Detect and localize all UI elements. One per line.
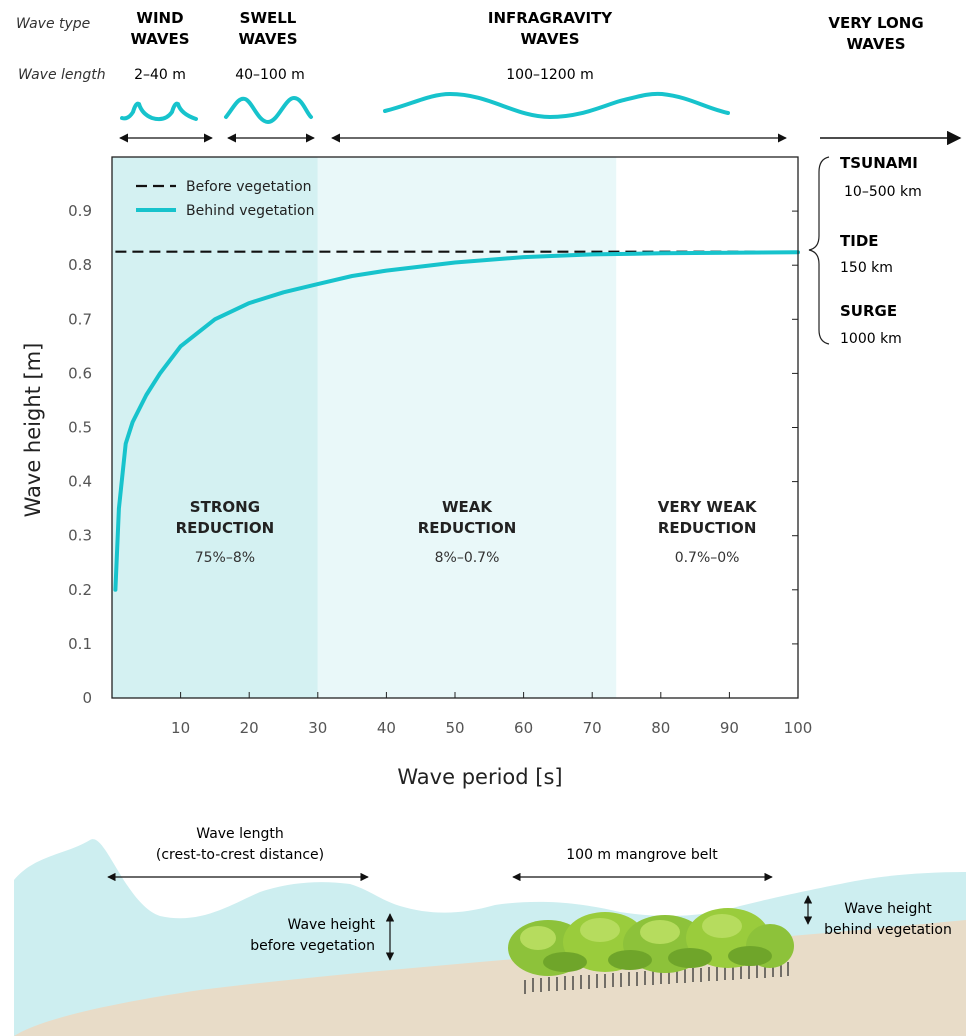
zone-label-2-line1: VERY WEAK xyxy=(658,498,758,516)
tsunami-length: 10–500 km xyxy=(844,184,922,200)
series-line-1 xyxy=(113,250,800,592)
wind-waves-title-1: WIND xyxy=(136,9,183,27)
wave-type-row-label: Wave type xyxy=(16,16,90,32)
chart-series xyxy=(113,250,800,592)
zone-band-0 xyxy=(112,157,318,698)
height-before-label-1: Wave height xyxy=(288,917,376,933)
y-axis-label: Wave height [m] xyxy=(21,343,45,518)
y-tick-label-8: 0.8 xyxy=(68,256,92,274)
wind-waves-title-2: WAVES xyxy=(130,30,189,48)
x-tick-label-8: 90 xyxy=(720,719,739,737)
infragravity-waves-title-2: WAVES xyxy=(520,30,579,48)
height-before-label-2: before vegetation xyxy=(250,938,375,954)
wave-length-label-2: (crest-to-crest distance) xyxy=(156,847,324,863)
x-tick-label-9: 100 xyxy=(784,719,813,737)
y-tick-label-3: 0.3 xyxy=(68,527,92,545)
surge-length: 1000 km xyxy=(840,331,902,347)
zone-band-1 xyxy=(317,157,617,698)
legend-label-0: Before vegetation xyxy=(186,179,312,195)
wave-length-row-label: Wave length xyxy=(18,67,106,83)
wave-length-label-1: Wave length xyxy=(196,826,284,842)
tide-length: 150 km xyxy=(840,260,893,276)
x-tick-label-5: 60 xyxy=(514,719,533,737)
very-long-waves-title-2: WAVES xyxy=(846,35,905,53)
infragravity-waves-length: 100–1200 m xyxy=(506,67,593,83)
zone-label-2-line2: REDUCTION xyxy=(658,519,757,537)
zone-label-1-line1: WEAK xyxy=(442,498,493,516)
swell-waves-length: 40–100 m xyxy=(235,67,305,83)
mangrove-canopy xyxy=(508,908,794,976)
surge-label: SURGE xyxy=(840,302,897,320)
infragravity-waves-title-1: INFRAGRAVITY xyxy=(488,9,613,27)
reduction-zones xyxy=(112,157,617,698)
swell-waves-title-2: WAVES xyxy=(238,30,297,48)
x-tick-label-0: 10 xyxy=(171,719,190,737)
wave-type-header: Wave type Wave length WIND WAVES 2–40 m … xyxy=(16,9,962,146)
x-tick-label-4: 50 xyxy=(445,719,464,737)
height-behind-label-2: behind vegetation xyxy=(824,922,952,938)
long-waves-list: TSUNAMI 10–500 km TIDE 150 km SURGE 1000… xyxy=(808,154,922,347)
y-tick-label-9: 0.9 xyxy=(68,202,92,220)
chart-legend: Before vegetation Behind vegetation xyxy=(136,179,314,219)
x-tick-label-2: 30 xyxy=(308,719,327,737)
y-tick-label-1: 0.1 xyxy=(68,635,92,653)
x-tick-label-1: 20 xyxy=(240,719,259,737)
zone-label-0-line2: REDUCTION xyxy=(176,519,275,537)
x-tick-label-7: 80 xyxy=(651,719,670,737)
zone-label-1-line2: REDUCTION xyxy=(418,519,517,537)
swell-waves-title-1: SWELL xyxy=(240,9,297,27)
long-waves-brace xyxy=(808,156,830,345)
zone-label-0-line1: STRONG xyxy=(190,498,260,516)
infragravity-wave-icon xyxy=(383,91,730,120)
zone-range-2: 0.7%–0% xyxy=(675,550,740,566)
wind-waves-length: 2–40 m xyxy=(134,67,186,83)
mangrove-illustration: Wave length (crest-to-crest distance) 10… xyxy=(14,826,966,1036)
y-tick-label-2: 0.2 xyxy=(68,581,92,599)
zone-range-1: 8%–0.7% xyxy=(435,550,500,566)
mangrove-roots xyxy=(524,962,789,994)
mangrove-belt xyxy=(508,908,794,994)
chart-ticks: 10 20 30 40 50 60 70 80 90 100 0 0.1 0.2 0.3 0.4 0.5 0.6… xyxy=(68,202,812,737)
y-tick-label-0: 0 xyxy=(82,689,92,707)
plot-frame xyxy=(111,156,799,699)
x-tick-label-3: 40 xyxy=(377,719,396,737)
zone-range-0: 75%–8% xyxy=(195,550,255,566)
reduction-zone-labels: STRONG REDUCTION 75%–8% WEAK REDUCTION 8%–0.7… xyxy=(176,498,758,566)
y-tick-label-7: 0.7 xyxy=(68,310,92,328)
height-behind-label-1: Wave height xyxy=(844,901,932,917)
y-tick-label-5: 0.5 xyxy=(68,419,92,437)
tsunami-label: TSUNAMI xyxy=(840,154,918,172)
wind-wave-icon xyxy=(120,101,198,122)
very-long-waves-title-1: VERY LONG xyxy=(828,14,923,32)
tide-label: TIDE xyxy=(840,232,879,250)
x-tick-label-6: 70 xyxy=(583,719,602,737)
y-tick-label-6: 0.6 xyxy=(68,364,92,382)
mangrove-belt-label: 100 m mangrove belt xyxy=(566,847,718,863)
swell-wave-icon xyxy=(224,95,313,125)
x-axis-label: Wave period [s] xyxy=(397,765,562,789)
wave-height-chart: 10 20 30 40 50 60 70 80 90 100 0 0.1 0.2 0.3 0.4 0.5 0.6… xyxy=(21,156,812,789)
y-tick-label-4: 0.4 xyxy=(68,473,92,491)
legend-label-1: Behind vegetation xyxy=(186,203,314,219)
